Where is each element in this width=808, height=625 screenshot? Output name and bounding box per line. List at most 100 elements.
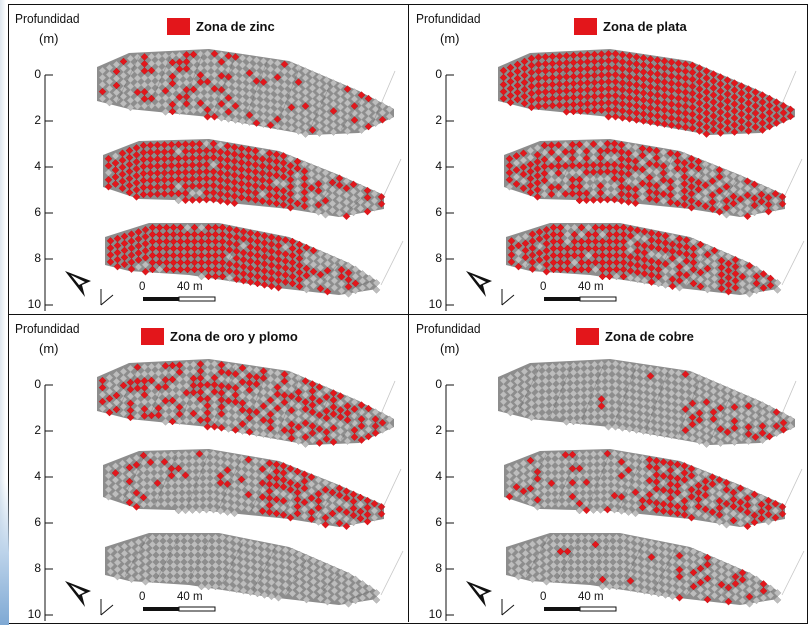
waste-block <box>126 364 135 373</box>
ore-block <box>349 497 358 506</box>
waste-block <box>371 408 380 416</box>
waste-block <box>189 360 198 369</box>
ore-block <box>239 262 248 271</box>
ore-block <box>619 244 628 253</box>
waste-block <box>274 586 283 595</box>
slab-hatch <box>124 537 148 577</box>
waste-block <box>216 493 225 501</box>
waste-block <box>223 459 232 467</box>
waste-block <box>708 184 717 192</box>
ore-block <box>196 99 205 107</box>
waste-block <box>682 574 691 582</box>
waste-block <box>175 107 184 115</box>
waste-block <box>667 417 676 425</box>
ore-block <box>245 414 254 422</box>
waste-block <box>328 502 337 511</box>
waste-block <box>764 186 773 195</box>
waste-block <box>314 483 323 491</box>
waste-block <box>294 437 303 445</box>
ore-block <box>645 462 654 471</box>
waste-block <box>661 542 670 550</box>
waste-block <box>258 190 267 198</box>
ore-block <box>265 480 274 489</box>
waste-block <box>113 572 122 581</box>
waste-block <box>196 50 205 58</box>
waste-block <box>239 544 248 553</box>
waste-block <box>681 377 690 386</box>
ore-block <box>335 519 344 528</box>
waste-block <box>710 556 719 565</box>
waste-block <box>337 596 346 605</box>
ore-block <box>654 244 663 253</box>
ore-block <box>295 247 304 256</box>
waste-block <box>105 98 114 107</box>
waste-block <box>308 415 317 423</box>
waste-block <box>231 88 240 96</box>
panel-divider-horizontal <box>8 314 808 315</box>
waste-block <box>307 501 316 509</box>
waste-block <box>309 274 318 283</box>
ore-block <box>710 246 719 255</box>
ore-block <box>674 66 683 75</box>
ore-block <box>526 174 535 183</box>
waste-block <box>246 574 255 582</box>
ore-block <box>689 279 698 288</box>
scale-bar-length: 40 m <box>578 281 604 293</box>
ore-block <box>709 105 718 113</box>
slab-hatch <box>517 56 541 103</box>
ore-block <box>597 57 606 65</box>
waste-block <box>521 232 530 241</box>
ore-block <box>715 511 724 519</box>
waste-block <box>535 573 544 581</box>
ore-block <box>590 64 599 73</box>
waste-block <box>730 396 739 404</box>
ore-block <box>639 75 648 83</box>
ore-block <box>731 269 740 278</box>
waste-block <box>274 572 283 581</box>
waste-block <box>342 191 351 200</box>
ore-block <box>175 403 184 411</box>
waste-block <box>161 108 170 116</box>
ore-block <box>217 410 226 418</box>
waste-block <box>344 599 353 608</box>
waste-block <box>238 82 247 90</box>
ore-block <box>225 239 234 247</box>
waste-block <box>342 198 351 207</box>
waste-block <box>314 208 323 216</box>
ore-block <box>624 198 633 206</box>
waste-block <box>329 93 338 101</box>
ore-block <box>118 149 127 158</box>
ore-block <box>758 98 767 106</box>
waste-block <box>687 506 696 515</box>
waste-block <box>521 260 530 269</box>
waste-block <box>638 172 647 181</box>
waste-block <box>279 180 288 188</box>
ore-block <box>272 509 281 518</box>
ore-block <box>342 487 351 496</box>
waste-block <box>562 376 571 384</box>
ore-block <box>617 176 626 184</box>
waste-block <box>133 370 142 379</box>
waste-block <box>681 412 690 421</box>
ore-block <box>758 126 767 134</box>
ore-block <box>196 360 205 368</box>
waste-block <box>638 475 647 484</box>
waste-block <box>126 371 135 380</box>
ore-block <box>653 105 662 113</box>
ore-block <box>506 91 515 100</box>
ore-block <box>307 184 316 192</box>
ore-block <box>723 125 732 133</box>
ore-block <box>632 95 641 103</box>
waste-block <box>743 205 752 214</box>
ore-block <box>127 230 136 238</box>
ore-block <box>535 249 544 257</box>
ore-block <box>141 246 150 255</box>
ore-block <box>335 505 344 514</box>
ore-block <box>772 112 781 120</box>
ore-block <box>301 433 310 441</box>
ore-block <box>251 196 260 204</box>
waste-block <box>351 589 360 598</box>
waste-block <box>287 68 296 77</box>
ore-block <box>633 268 642 277</box>
waste-block <box>286 506 295 515</box>
